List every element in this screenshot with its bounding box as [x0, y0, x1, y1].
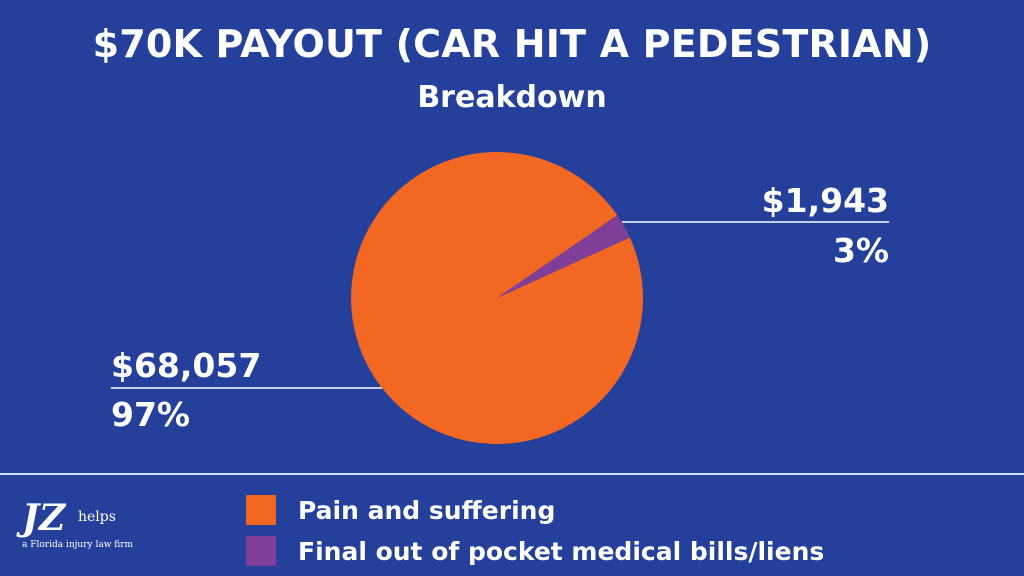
pie-slice-pain: [351, 152, 644, 445]
data-label-medical-percent: 3%: [833, 231, 889, 270]
chart-subtitle: Breakdown: [417, 80, 607, 115]
logo-tagline: a Florida injury law firm: [22, 540, 134, 550]
logo-brand: JZ: [22, 497, 66, 539]
legend-item-medical: Final out of pocket medical bills/liens: [246, 532, 986, 570]
data-label-medical-value: $1,943: [762, 181, 889, 220]
legend-swatch-medical: [246, 536, 276, 566]
data-label-pain-percent: 97%: [111, 395, 190, 434]
jz-helps-logo: JZ helps a Florida injury law firm: [22, 500, 172, 560]
legend-label-medical: Final out of pocket medical bills/liens: [298, 536, 825, 566]
legend-item-pain: Pain and suffering: [246, 491, 986, 529]
data-label-pain-value: $68,057: [111, 346, 261, 385]
chart-legend: Pain and suffering Final out of pocket m…: [246, 491, 986, 573]
legend-swatch-pain: [246, 495, 276, 525]
pie-slice-medical: [497, 215, 630, 298]
legend-label-pain: Pain and suffering: [298, 495, 556, 525]
chart-title: $70K PAYOUT (CAR HIT A PEDESTRIAN): [92, 22, 932, 66]
footer-divider: [0, 473, 1024, 475]
logo-suffix: helps: [78, 509, 116, 525]
